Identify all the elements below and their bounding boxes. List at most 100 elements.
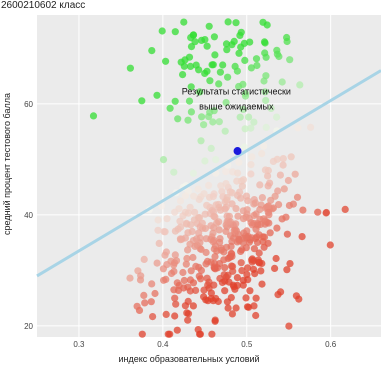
data-point [314,208,322,216]
annotation-line-1: Результаты статистически [182,87,291,97]
data-point [192,262,200,270]
data-point [126,274,134,282]
data-point [189,302,197,310]
data-point [176,197,185,205]
data-point [231,285,239,293]
data-point [153,91,161,99]
data-point [175,281,183,290]
data-point [140,255,148,263]
regression-line [36,69,381,278]
data-point [213,219,221,227]
data-point [181,192,190,200]
data-point [238,182,246,190]
data-point [258,150,266,158]
data-point [259,18,267,26]
data-point [226,253,234,261]
data-point [198,113,206,121]
data-point [239,105,247,113]
data-point [208,61,216,69]
data-point [262,72,270,80]
data-point [212,294,220,303]
data-point [239,276,247,284]
data-point [253,238,262,246]
data-point [163,215,171,223]
data-point [167,269,176,278]
data-point [228,41,236,49]
data-point [260,38,269,46]
data-point [192,286,200,294]
data-point [176,217,184,225]
data-point [222,168,230,176]
data-point [195,195,203,204]
data-point [241,92,250,100]
data-point [196,330,204,338]
data-point [283,230,291,238]
y-axis-label: средний процент тестового балла [2,93,12,235]
annotation-line-2: выше ожидаемых [199,102,274,112]
data-point [261,166,269,174]
data-point [293,193,302,201]
data-point [189,253,197,262]
data-point [209,229,217,237]
data-point [216,238,224,246]
data-point [176,235,184,243]
data-point [208,330,216,338]
data-point [283,33,291,42]
data-point [246,38,254,46]
data-point [222,40,231,48]
data-point [158,27,166,35]
data-point [201,36,209,44]
x-tick-label: 0.4 [157,340,169,349]
data-point [177,223,185,231]
data-point [264,182,272,190]
data-point [223,194,231,202]
data-point [274,187,282,195]
data-point [216,206,225,214]
data-point [203,42,211,50]
data-point [207,222,215,230]
data-point [203,274,211,282]
data-point [149,313,157,321]
data-point [191,208,199,216]
data-point [277,288,285,296]
data-point [197,137,205,145]
data-point [243,227,251,235]
data-point [250,302,258,310]
data-point [298,233,306,241]
data-point [195,66,203,74]
data-point [159,156,168,164]
data-point [171,312,179,320]
y-tick-label: 40 [24,211,33,220]
data-point [133,302,141,310]
data-point [179,71,187,79]
data-point [234,212,242,220]
data-point [287,153,295,161]
data-point [232,19,240,27]
data-point [282,213,290,221]
data-point [151,289,159,298]
data-point [250,245,258,253]
data-point [184,283,192,291]
data-point [239,176,248,184]
data-point [264,208,272,216]
data-point [148,47,156,55]
data-point [285,322,293,330]
data-point [255,249,263,257]
data-point [239,80,247,88]
data-point [206,108,214,116]
data-point [240,143,248,151]
data-point [252,55,261,63]
data-point [215,118,223,126]
data-point [186,203,194,211]
data-point [154,226,162,234]
data-point [180,276,188,285]
data-point [241,125,249,133]
data-point [233,67,241,75]
data-point [236,188,244,196]
data-point [243,206,251,214]
data-point [233,177,241,185]
data-point [209,118,217,126]
data-point [220,271,228,279]
data-point [234,169,242,177]
